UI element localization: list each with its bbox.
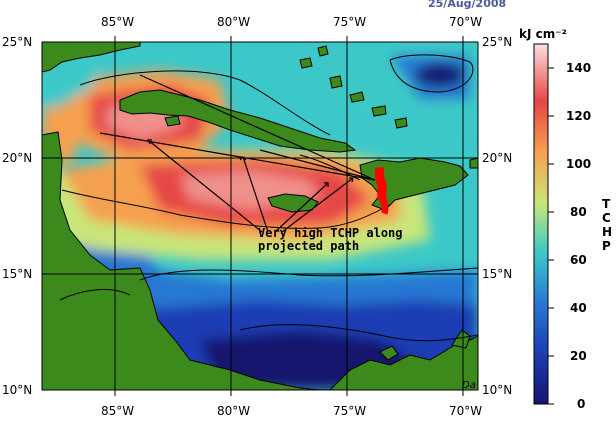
storm-track-marker bbox=[374, 167, 389, 215]
colorbar-tick-0: 0 bbox=[577, 397, 585, 411]
lon-label-top-85: 85°W bbox=[101, 15, 134, 29]
lon-label-bottom-80: 80°W bbox=[217, 404, 250, 418]
lat-label-right-10: 10°N bbox=[482, 383, 512, 397]
colorbar-tick-60: 60 bbox=[570, 253, 587, 267]
lon-label-top-75: 75°W bbox=[333, 15, 366, 29]
annotation-line-2: projected path bbox=[258, 239, 359, 253]
colorbar-letter-t: T bbox=[602, 197, 611, 211]
tick-marks bbox=[114, 36, 464, 396]
lon-label-top-80: 80°W bbox=[217, 15, 250, 29]
lat-label-right-25: 25°N bbox=[482, 35, 512, 49]
lat-label-left-15: 15°N bbox=[2, 267, 32, 281]
colorbar-tick-100: 100 bbox=[566, 157, 591, 171]
graticule bbox=[42, 42, 478, 390]
tchp-field bbox=[42, 42, 478, 390]
colorbar-tick-140: 140 bbox=[566, 61, 591, 75]
lon-label-bottom-75: 75°W bbox=[333, 404, 366, 418]
map-date: 25/Aug/2008 bbox=[428, 0, 506, 10]
colorbar-letter-c: C bbox=[602, 211, 611, 225]
colorbar-letter-h: H bbox=[602, 225, 612, 239]
colorbar-letter-p: P bbox=[602, 239, 611, 253]
lat-label-left-10: 10°N bbox=[2, 383, 32, 397]
colorbar-tick-20: 20 bbox=[570, 349, 587, 363]
map-frame bbox=[41, 41, 479, 391]
contour-lines bbox=[59, 54, 478, 342]
lon-label-bottom-85: 85°W bbox=[101, 404, 134, 418]
lat-label-left-20: 20°N bbox=[2, 151, 32, 165]
colorbar-unit: kJ cm⁻² bbox=[519, 27, 567, 41]
annotation-arrows bbox=[147, 139, 354, 233]
projected-track bbox=[99, 74, 376, 181]
lat-label-right-15: 15°N bbox=[482, 267, 512, 281]
annotation-line-1: Very high TCHP along bbox=[258, 226, 403, 240]
colorbar-tick-80: 80 bbox=[570, 205, 587, 219]
land-masses bbox=[42, 42, 478, 390]
colorbar bbox=[533, 43, 549, 405]
lat-label-right-20: 20°N bbox=[482, 151, 512, 165]
colorbar-tick-40: 40 bbox=[570, 301, 587, 315]
lon-label-bottom-70: 70°W bbox=[449, 404, 482, 418]
lon-label-top-70: 70°W bbox=[449, 15, 482, 29]
colorbar-tick-120: 120 bbox=[566, 109, 591, 123]
credit-text: Da bbox=[462, 380, 476, 391]
colorbar-ticks bbox=[548, 67, 554, 405]
lat-label-left-25: 25°N bbox=[2, 35, 32, 49]
